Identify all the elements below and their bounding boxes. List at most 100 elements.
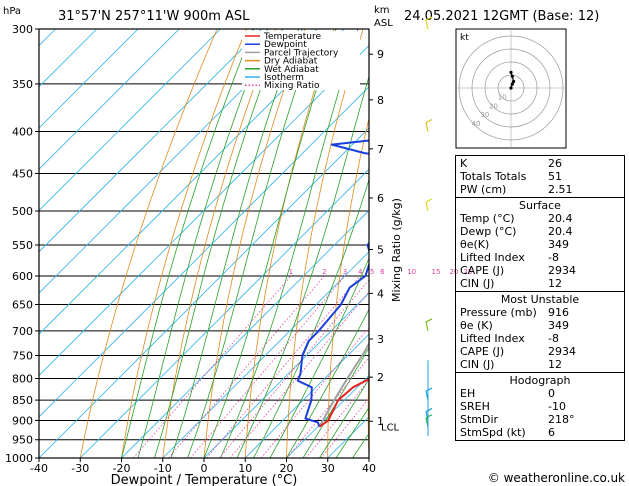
isotherm-line bbox=[39, 29, 304, 294]
pressure-tick-label: 500 bbox=[12, 205, 33, 218]
legend-entry: Temperature bbox=[263, 32, 321, 42]
pressure-tick-label: 700 bbox=[12, 325, 33, 338]
datetime-title: 24.05.2021 12GMT (Base: 12) bbox=[404, 9, 599, 24]
hodograph-stat-row: StmDir 218° bbox=[460, 413, 620, 426]
hodograph-ring-label: 20 bbox=[489, 102, 498, 110]
index-label: K bbox=[460, 157, 468, 170]
temperature-tick-label: -40 bbox=[30, 462, 48, 475]
most-unstable-row: Pressure (mb) 916 bbox=[460, 306, 620, 319]
dry-adiabat-line bbox=[79, 29, 218, 458]
mixing-ratio-tick-label: 1 bbox=[289, 268, 293, 276]
hodograph-stat-row: SREH -10 bbox=[460, 400, 620, 413]
mixing-ratio-line bbox=[132, 275, 292, 458]
x-axis-label: Dewpoint / Temperature (°C) bbox=[111, 473, 298, 486]
most-unstable-label: θe (K) bbox=[460, 319, 493, 332]
legend-entry: Dewpoint bbox=[264, 40, 307, 50]
wind-profile bbox=[425, 16, 433, 436]
isotherm-line bbox=[39, 29, 139, 129]
hodograph-unit-label: kt bbox=[460, 33, 469, 43]
pressure-tick-label: 450 bbox=[12, 167, 33, 180]
mixing-ratio-tick-label: 6 bbox=[380, 268, 385, 276]
index-value: 26 bbox=[548, 157, 562, 170]
wind-barb-flag bbox=[425, 198, 433, 203]
hodograph-stat-label: EH bbox=[460, 387, 476, 400]
surface-value: 20.4 bbox=[548, 212, 573, 225]
surface-title: Surface bbox=[519, 199, 561, 212]
temperature-tick-label: 10 bbox=[238, 462, 252, 475]
pressure-tick-label: 800 bbox=[12, 372, 33, 385]
hodograph-ring-label: 40 bbox=[472, 120, 481, 128]
pressure-tick-label: 650 bbox=[12, 299, 33, 312]
hodograph-ring-label: 10 bbox=[498, 94, 507, 102]
pressure-tick-label: 350 bbox=[12, 78, 33, 91]
altitude-tick-label: 1 bbox=[377, 415, 384, 428]
lcl-label: LCL bbox=[381, 423, 400, 434]
wet-adiabat-line bbox=[302, 346, 369, 458]
mixing-ratio-line bbox=[190, 275, 346, 458]
wind-barb-flag bbox=[425, 16, 433, 21]
most-unstable-table: Most Unstable Pressure (mb) 916 θe (K) 349 L… bbox=[455, 292, 625, 373]
legend-entry: Wet Adiabat bbox=[264, 65, 319, 75]
legend-entry: Mixing Ratio bbox=[264, 81, 320, 91]
surface-value: 12 bbox=[548, 277, 562, 290]
index-value: 51 bbox=[548, 170, 562, 183]
wet-adiabat-line bbox=[253, 177, 369, 458]
wind-barb-flag bbox=[425, 414, 433, 419]
hodograph-stat-value: 218° bbox=[548, 413, 575, 426]
dry-adiabat-line bbox=[367, 357, 369, 458]
surface-value: 349 bbox=[548, 238, 569, 251]
most-unstable-row: CIN (J) 12 bbox=[460, 358, 620, 371]
most-unstable-label: Lifted Index bbox=[460, 332, 525, 345]
most-unstable-label: CAPE (J) bbox=[460, 345, 505, 358]
surface-row: CIN (J) 12 bbox=[460, 277, 620, 290]
wind-barb-flag bbox=[425, 318, 433, 323]
hpa-label: hPa bbox=[3, 6, 21, 17]
hodograph-stat-row: EH 0 bbox=[460, 387, 620, 400]
dry-adiabat-line bbox=[121, 29, 247, 458]
surface-value: 2934 bbox=[548, 264, 576, 277]
wet-adiabat-line bbox=[236, 75, 369, 458]
hodograph-stat-label: SREH bbox=[460, 400, 490, 413]
pressure-tick-label: 1000 bbox=[5, 452, 33, 465]
wind-barb-staff bbox=[425, 122, 429, 132]
most-unstable-value: 916 bbox=[548, 306, 569, 319]
altitude-tick-label: 5 bbox=[377, 243, 384, 256]
most-unstable-value: 12 bbox=[548, 358, 562, 371]
wet-adiabat-line bbox=[319, 378, 369, 458]
surface-row: Lifted Index -8 bbox=[460, 251, 620, 264]
temperature-tick-label: -20 bbox=[113, 462, 131, 475]
index-label: Totals Totals bbox=[460, 170, 527, 183]
mixing-ratio-tick-label: 4 bbox=[358, 268, 363, 276]
indices-panel: K 26 Totals Totals 51 PW (cm) 2.51 Surface Te… bbox=[455, 155, 625, 441]
pressure-tick-label: 900 bbox=[12, 414, 33, 427]
surface-row: θe(K) 349 bbox=[460, 238, 620, 251]
wind-barb-staff bbox=[425, 321, 429, 332]
hodograph-point bbox=[509, 70, 513, 74]
legend-box bbox=[242, 31, 360, 90]
wet-adiabat-line bbox=[187, 29, 317, 458]
hodograph-point bbox=[509, 86, 513, 90]
surface-label: CAPE (J) bbox=[460, 264, 505, 277]
altitude-tick-label: 4 bbox=[377, 287, 384, 300]
isotherm-line bbox=[39, 127, 369, 458]
background-lines bbox=[39, 29, 369, 458]
mixing-ratio-axis-label: Mixing Ratio (g/kg) bbox=[390, 198, 403, 302]
hodograph-stat-value: -10 bbox=[548, 400, 566, 413]
pressure-tick-label: 550 bbox=[12, 239, 33, 252]
surface-label: Dewp (°C) bbox=[460, 225, 517, 238]
hodograph-stat-row: StmSpd (kt) 6 bbox=[460, 426, 620, 439]
most-unstable-title: Most Unstable bbox=[500, 293, 580, 306]
wind-barb-staff bbox=[425, 201, 429, 212]
hodograph-table: Hodograph EH 0 SREH -10 StmDir 218° StmSpd (kt… bbox=[455, 373, 625, 441]
dewpoint-line bbox=[296, 139, 369, 428]
wet-adiabat-line bbox=[220, 29, 359, 458]
surface-value: 20.4 bbox=[548, 225, 573, 238]
surface-row: Temp (°C) 20.4 bbox=[460, 212, 620, 225]
legend-entry: Parcel Trajectory bbox=[264, 48, 339, 58]
mixing-ratio-line bbox=[206, 275, 361, 458]
temperature-tick-label: -30 bbox=[71, 462, 89, 475]
wet-adiabat-line bbox=[121, 29, 254, 458]
temperature-tick-label: 0 bbox=[201, 462, 208, 475]
